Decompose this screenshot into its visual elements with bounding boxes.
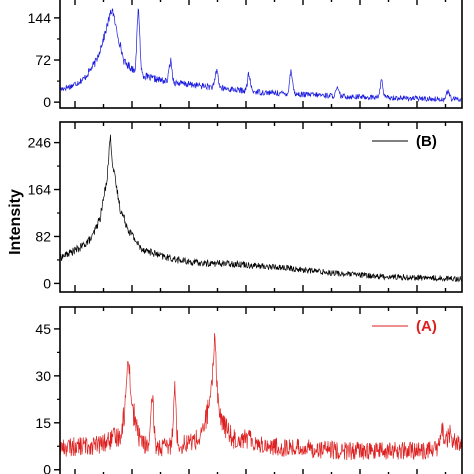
y-tick-label: 82 [35, 228, 51, 244]
y-tick-label: 15 [35, 415, 51, 431]
series-line-C [60, 8, 462, 103]
y-axis-label: Intensity [7, 189, 24, 255]
series-line-A [60, 333, 462, 461]
y-tick-label: 144 [28, 10, 52, 26]
panel-frame-A [59, 306, 463, 474]
panel-frame-B [59, 121, 463, 293]
y-tick-label: 72 [35, 52, 51, 68]
legend-label-A: (A) [416, 318, 437, 335]
panel-B: 0 82 164 246 (B) [28, 121, 463, 293]
series-line-B [60, 134, 462, 283]
y-tick-label: 0 [43, 462, 51, 474]
panel-A: 0 15 30 45 (A) [35, 306, 463, 474]
y-tick-label: 45 [35, 321, 51, 337]
panel-C: 0 72 144 [28, 0, 463, 110]
panel-frame-C [59, 0, 463, 109]
legend-label-B: (B) [416, 133, 437, 150]
y-tick-label: 164 [28, 182, 52, 198]
y-tick-label: 246 [28, 135, 52, 151]
y-tick-label: 0 [43, 275, 51, 291]
y-tick-label: 30 [35, 368, 51, 384]
y-tick-label: 0 [43, 94, 51, 110]
